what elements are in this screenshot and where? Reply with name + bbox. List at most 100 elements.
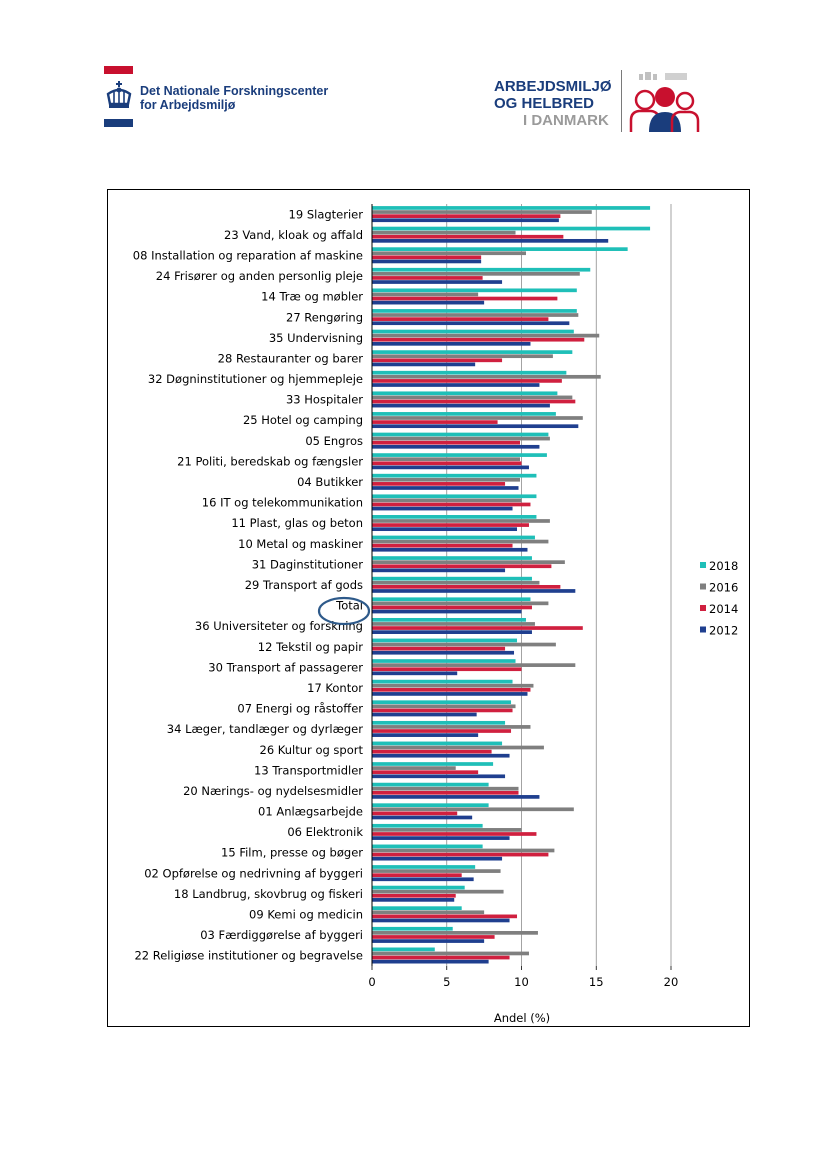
bar-13-transportmidler-2016	[372, 766, 456, 770]
bar-12-tekstil-og-papir-2014	[372, 646, 506, 651]
bar-36-universiteter-og-forskning-2018	[372, 617, 526, 622]
category-label: 28 Restauranter og barer	[218, 351, 364, 365]
legend-label-2018: 2018	[709, 559, 738, 573]
bar-07-energi-og-råstoffer-2018	[372, 700, 512, 705]
bar-30-transport-af-passagerer-2014	[372, 667, 522, 672]
bar-05-engros-2014	[372, 440, 521, 445]
bar-21-politi-beredskab-og-fængsler-2018	[372, 453, 547, 457]
logo-divider	[621, 70, 622, 132]
ah-logo-line2: OG HELBRED	[494, 95, 595, 112]
bar-09-kemi-og-medicin-2012	[372, 918, 510, 923]
bar-23-vand-kloak-og-affald-2018	[372, 226, 651, 231]
bar-01-anlægsarbejde-2014	[372, 811, 458, 816]
bar-14-træ-og-møbler-2014	[372, 296, 558, 301]
bar-34-læger-tandlæger-og-dyrlæger-2012	[372, 733, 479, 737]
category-label: 14 Træ og møbler	[261, 290, 363, 304]
legend-swatch-2018	[700, 562, 706, 568]
category-label: 23 Vand, kloak og affald	[224, 228, 363, 242]
bar-35-undervisning-2016	[372, 333, 600, 338]
category-label: Total	[335, 599, 363, 613]
bar-24-frisører-og-anden-personlig-pleje-2016	[372, 271, 580, 276]
bar-33-hospitaler-2018	[372, 391, 558, 396]
bar-16-it-og-telekommunikation-2018	[372, 494, 537, 499]
bar-15-film-presse-og-bøger-2018	[372, 844, 483, 849]
total-highlight-circle	[317, 596, 371, 626]
bar-36-universiteter-og-forskning-2016	[372, 622, 535, 626]
bar-28-restauranter-og-barer-2018	[372, 350, 573, 354]
category-label: 20 Nærings- og nydelsesmidler	[183, 784, 363, 798]
category-label: 19 Slagterier	[289, 207, 364, 221]
bar-36-universiteter-og-forskning-2012	[372, 630, 532, 634]
bar-31-daginstitutioner-2014	[372, 564, 552, 569]
bar-02-opførelse-og-nedrivning-af-byggeri-2016	[372, 869, 501, 873]
bar-04-butikker-2014	[372, 482, 506, 486]
bar-32-døgninstitutioner-og-hjemmepleje-2016	[372, 374, 601, 379]
bar-29-transport-af-gods-2012	[372, 589, 576, 593]
bar-17-kontor-2018	[372, 679, 513, 684]
bar-22-religiøse-institutioner-og-begravelse-2016	[372, 951, 529, 956]
category-label: 04 Butikker	[297, 475, 363, 489]
bar-11-plast-glas-og-beton-2014	[372, 523, 529, 527]
category-label: 35 Undervisning	[269, 331, 363, 345]
bar-29-transport-af-gods-2018	[372, 576, 532, 581]
people-icon	[629, 72, 700, 132]
bar-21-politi-beredskab-og-fængsler-2014	[372, 461, 522, 466]
bar-01-anlægsarbejde-2018	[372, 803, 489, 808]
bar-24-frisører-og-anden-personlig-pleje-2018	[372, 267, 591, 272]
logo-red-stripe	[104, 66, 133, 74]
legend-swatch-2014	[700, 605, 706, 611]
bar-total-2016	[372, 601, 549, 606]
category-label: 12 Tekstil og papir	[258, 640, 363, 654]
bar-32-døgninstitutioner-og-hjemmepleje-2014	[372, 379, 562, 383]
bar-03-færdiggørelse-af-byggeri-2014	[372, 935, 495, 939]
bar-25-hotel-og-camping-2014	[372, 420, 498, 424]
legend-swatch-2016	[700, 583, 706, 590]
bar-34-læger-tandlæger-og-dyrlæger-2016	[372, 725, 531, 729]
category-label: 09 Kemi og medicin	[249, 908, 363, 922]
bar-04-butikker-2016	[372, 477, 521, 482]
bar-18-landbrug-skovbrug-og-fiskeri-2018	[372, 885, 465, 890]
legend: 2018 2016 2014 2012	[700, 559, 738, 638]
category-label: 13 Transportmidler	[254, 763, 363, 777]
bar-24-frisører-og-anden-personlig-pleje-2014	[372, 276, 483, 280]
bar-04-butikker-2012	[372, 486, 519, 490]
category-label: 34 Læger, tandlæger og dyrlæger	[167, 722, 363, 736]
bar-10-metal-og-maskiner-2016	[372, 539, 549, 544]
bar-30-transport-af-passagerer-2018	[372, 659, 516, 663]
bar-30-transport-af-passagerer-2016	[372, 663, 576, 667]
legend-label-2012: 2012	[709, 624, 738, 638]
org-name-line2: for Arbejdsmiljø	[140, 98, 236, 112]
category-label: 17 Kontor	[307, 681, 363, 695]
bar-14-træ-og-møbler-2016	[372, 292, 479, 297]
bar-29-transport-af-gods-2014	[372, 585, 561, 589]
bar-26-kultur-og-sport-2018	[372, 741, 503, 746]
x-tick-label: 10	[514, 975, 529, 989]
bar-total-2014	[372, 605, 532, 610]
bar-16-it-og-telekommunikation-2012	[372, 506, 513, 511]
bar-33-hospitaler-2016	[372, 395, 573, 400]
bar-22-religiøse-institutioner-og-begravelse-2014	[372, 955, 510, 960]
category-label: 25 Hotel og camping	[243, 413, 363, 427]
bar-32-døgninstitutioner-og-hjemmepleje-2012	[372, 383, 540, 387]
x-tick-label: 15	[589, 975, 604, 989]
bar-21-politi-beredskab-og-fængsler-2016	[372, 457, 521, 462]
bar-27-rengøring-2018	[372, 309, 577, 313]
bar-13-transportmidler-2012	[372, 774, 506, 779]
bar-09-kemi-og-medicin-2018	[372, 906, 462, 911]
legend-swatch-2012	[700, 626, 706, 633]
x-axis-title: Andel (%)	[494, 1011, 550, 1025]
category-label: 29 Transport af gods	[245, 578, 363, 592]
category-label: 01 Anlægsarbejde	[258, 805, 363, 819]
bar-02-opførelse-og-nedrivning-af-byggeri-2012	[372, 877, 474, 882]
bar-12-tekstil-og-papir-2018	[372, 638, 518, 643]
bar-09-kemi-og-medicin-2014	[372, 914, 518, 919]
bar-02-opførelse-og-nedrivning-af-byggeri-2014	[372, 873, 462, 878]
bar-18-landbrug-skovbrug-og-fiskeri-2016	[372, 889, 504, 894]
category-label: 10 Metal og maskiner	[238, 537, 363, 551]
bar-26-kultur-og-sport-2014	[372, 749, 492, 754]
nfa-logo: Det Nationale Forskningscenter for Arbej…	[104, 66, 334, 128]
bar-07-energi-og-råstoffer-2016	[372, 704, 516, 709]
category-label: 21 Politi, beredskab og fængsler	[177, 454, 363, 468]
bar-27-rengøring-2014	[372, 317, 549, 321]
bar-26-kultur-og-sport-2016	[372, 745, 544, 750]
